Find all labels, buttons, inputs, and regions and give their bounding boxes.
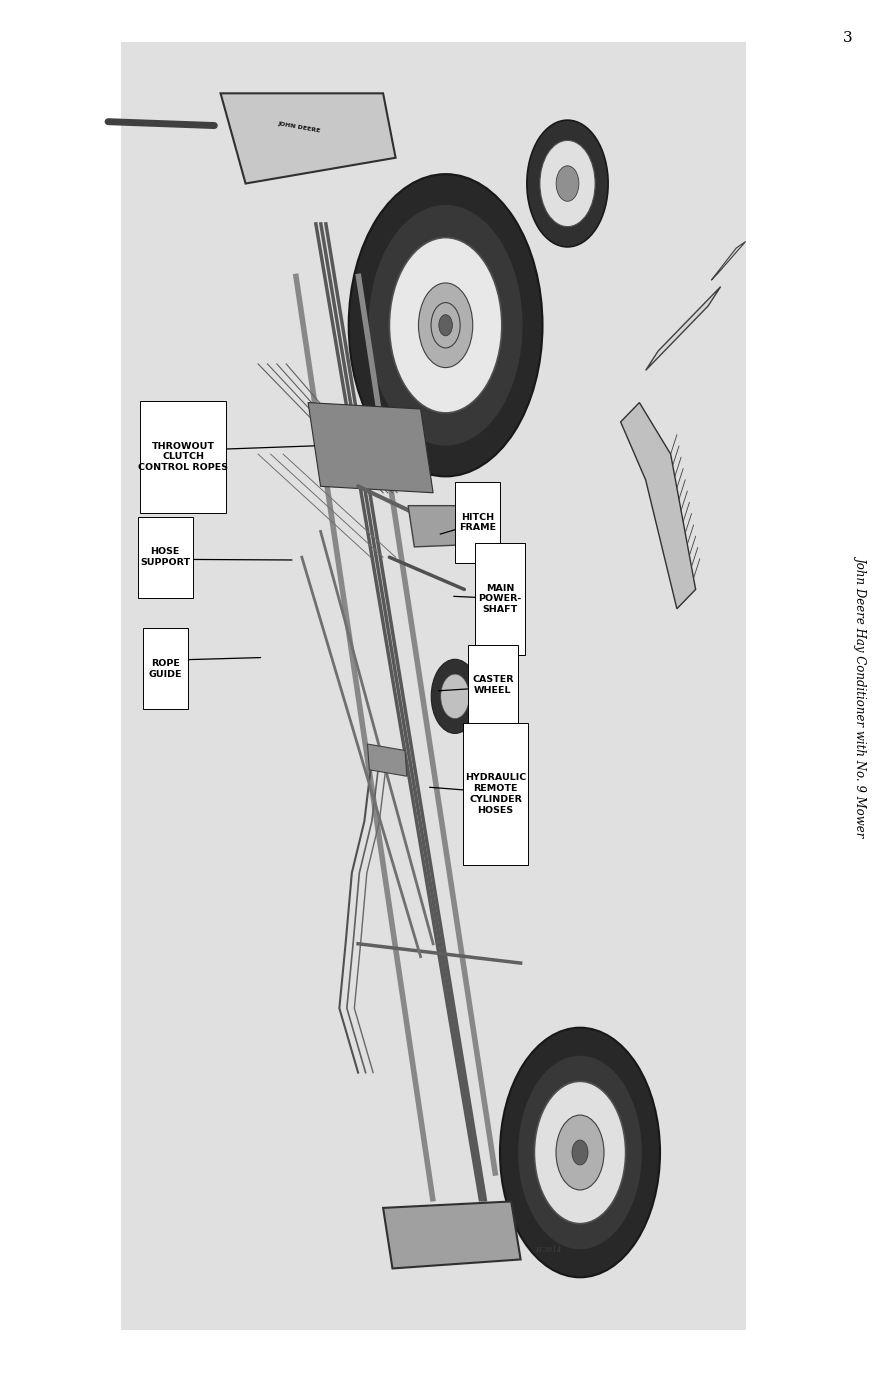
Polygon shape (711, 241, 746, 280)
Text: John Deere Hay Conditioner with No. 9 Mower: John Deere Hay Conditioner with No. 9 Mo… (855, 556, 868, 837)
Text: MAIN
POWER-
SHAFT: MAIN POWER- SHAFT (479, 584, 522, 614)
Text: THROWOUT
CLUTCH
CONTROL ROPES: THROWOUT CLUTCH CONTROL ROPES (138, 442, 228, 472)
Circle shape (518, 1055, 642, 1250)
Circle shape (348, 174, 542, 476)
Text: ROPE
GUIDE: ROPE GUIDE (148, 659, 182, 678)
Circle shape (527, 120, 608, 247)
FancyBboxPatch shape (138, 517, 193, 598)
Text: 3: 3 (843, 31, 853, 45)
FancyBboxPatch shape (143, 628, 188, 709)
Polygon shape (383, 1201, 521, 1269)
Polygon shape (408, 506, 477, 547)
FancyBboxPatch shape (121, 42, 746, 1330)
Polygon shape (621, 403, 696, 609)
Polygon shape (368, 744, 407, 776)
Polygon shape (308, 403, 433, 493)
Circle shape (419, 283, 472, 368)
FancyBboxPatch shape (468, 645, 518, 726)
Circle shape (556, 1114, 604, 1190)
Circle shape (389, 238, 502, 412)
Circle shape (438, 315, 453, 336)
Text: JOHN DEERE: JOHN DEERE (277, 121, 321, 134)
Text: HITCH
FRAME: HITCH FRAME (459, 513, 497, 532)
FancyBboxPatch shape (463, 723, 529, 865)
FancyBboxPatch shape (140, 401, 226, 513)
Circle shape (431, 302, 460, 348)
Text: CASTER
WHEEL: CASTER WHEEL (472, 676, 513, 695)
Circle shape (368, 205, 523, 446)
Circle shape (534, 1081, 626, 1223)
Polygon shape (221, 93, 396, 184)
FancyBboxPatch shape (475, 543, 525, 655)
Circle shape (441, 674, 469, 719)
Circle shape (500, 1028, 660, 1277)
Polygon shape (646, 287, 721, 371)
Circle shape (556, 166, 579, 201)
Circle shape (540, 141, 595, 227)
Circle shape (431, 659, 479, 733)
Text: HOSE
SUPPORT: HOSE SUPPORT (140, 547, 190, 567)
Circle shape (572, 1139, 588, 1165)
FancyBboxPatch shape (455, 482, 500, 563)
Text: HYDRAULIC
REMOTE
CYLINDER
HOSES: HYDRAULIC REMOTE CYLINDER HOSES (465, 773, 526, 815)
Text: H 3614: H 3614 (536, 1247, 562, 1255)
